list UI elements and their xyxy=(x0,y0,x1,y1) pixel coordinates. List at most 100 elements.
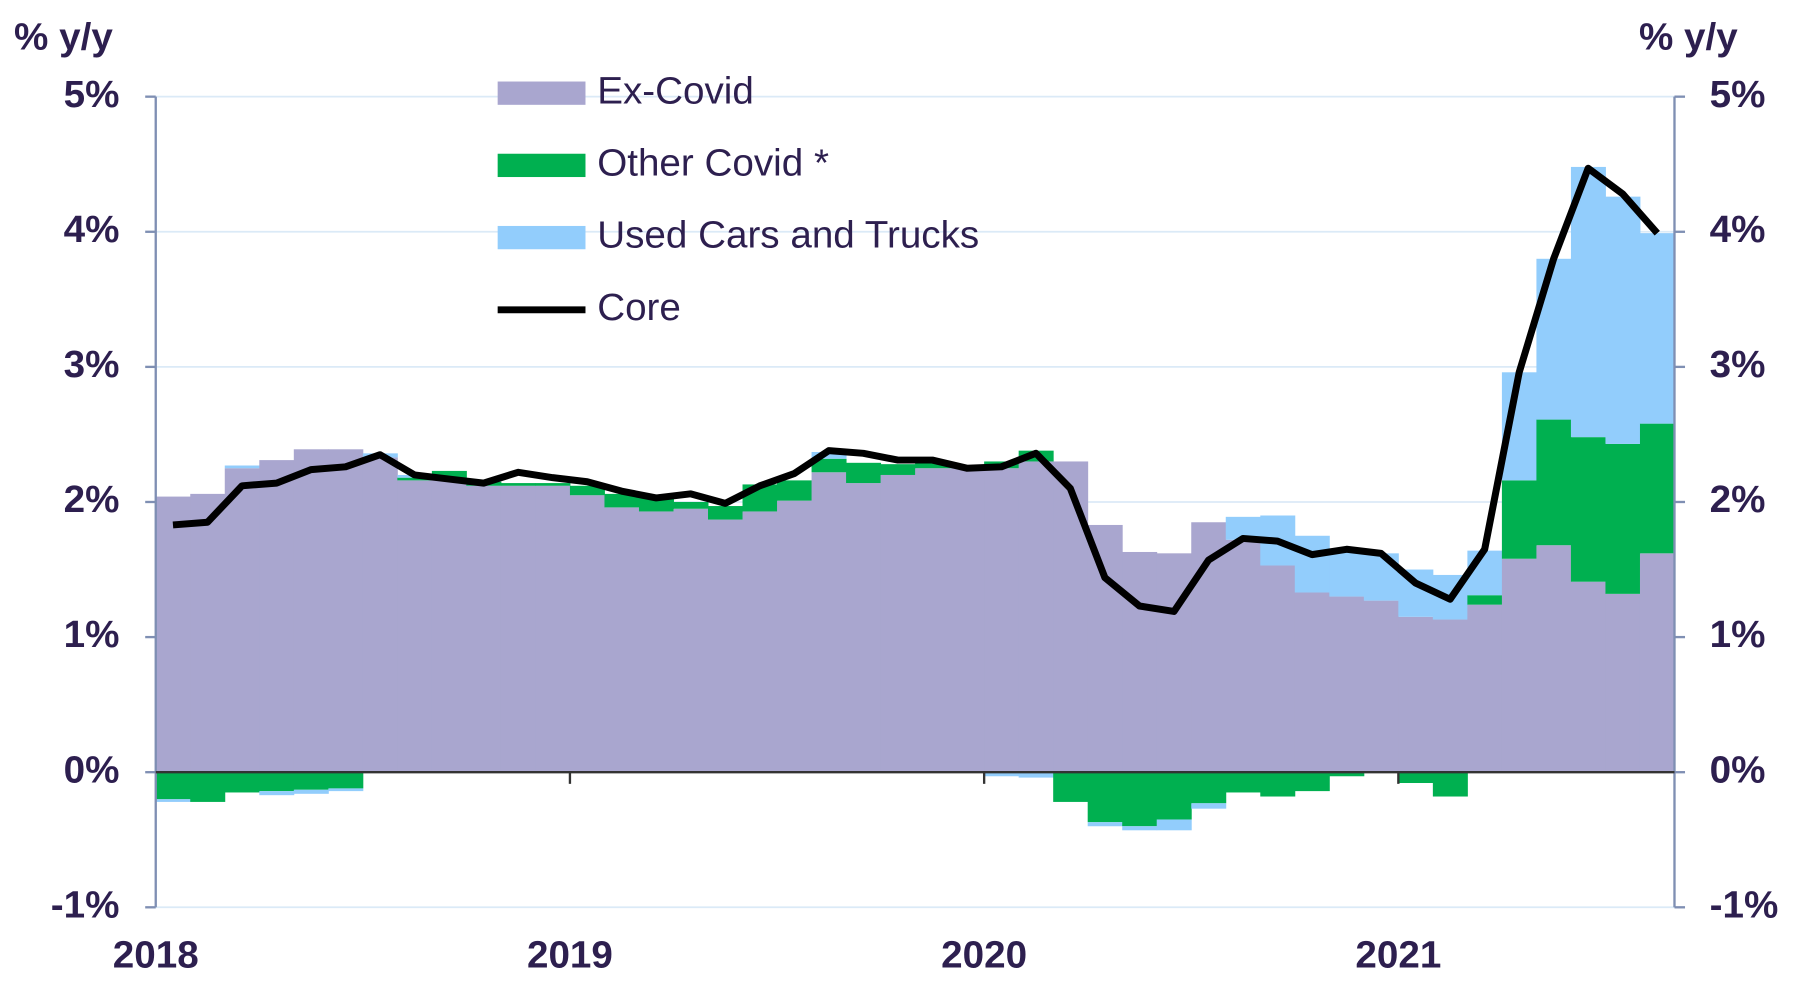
y2-tick-label: 1% xyxy=(1710,613,1766,656)
bar xyxy=(880,474,916,773)
bar xyxy=(397,480,433,773)
legend-swatch xyxy=(497,153,586,178)
bars xyxy=(155,166,1675,831)
bar xyxy=(1191,803,1227,809)
lines xyxy=(172,164,1660,615)
bar xyxy=(1053,461,1089,773)
bar xyxy=(1225,516,1261,540)
bar xyxy=(500,483,536,486)
y2-tick-label: 0% xyxy=(1710,748,1766,791)
bar xyxy=(1053,772,1089,802)
bar xyxy=(259,772,295,792)
bar xyxy=(500,485,536,773)
bar xyxy=(431,477,467,773)
bar xyxy=(777,500,813,773)
bar xyxy=(915,462,951,469)
bar xyxy=(846,462,882,484)
legend-label: Used Cars and Trucks xyxy=(597,214,979,257)
bar xyxy=(1501,480,1537,559)
y-tick-label: 4% xyxy=(64,208,120,251)
bar xyxy=(1018,461,1054,773)
bar xyxy=(259,460,295,773)
bar xyxy=(1398,616,1434,773)
bar xyxy=(673,501,709,509)
bar xyxy=(224,772,260,793)
bar xyxy=(1329,596,1365,773)
bar xyxy=(811,458,847,473)
bar xyxy=(1087,772,1123,823)
bar xyxy=(431,470,467,478)
bar xyxy=(1501,558,1537,773)
bar xyxy=(1605,196,1641,444)
bar xyxy=(1329,772,1365,777)
bar xyxy=(190,772,226,802)
bar xyxy=(1018,772,1054,778)
bar xyxy=(1122,772,1158,827)
bar xyxy=(1260,565,1296,773)
bar xyxy=(1087,822,1123,827)
bar xyxy=(1467,550,1503,596)
bar xyxy=(811,472,847,773)
legend-swatch xyxy=(497,225,586,250)
bar xyxy=(777,480,813,501)
bar xyxy=(155,799,191,802)
bar xyxy=(1570,437,1606,582)
bar xyxy=(535,483,571,486)
x-tick-label: 2018 xyxy=(113,934,199,977)
bar xyxy=(984,468,1020,773)
bar xyxy=(811,451,847,459)
bar xyxy=(638,497,674,512)
bar xyxy=(1536,419,1572,546)
legend-label: Ex-Covid xyxy=(597,69,754,112)
bar xyxy=(328,449,364,773)
bar xyxy=(1191,772,1227,804)
y-tick-label: 2% xyxy=(64,478,120,521)
bar xyxy=(1467,604,1503,773)
bar xyxy=(1329,549,1365,597)
y2-tick-label: 4% xyxy=(1710,208,1766,251)
bar xyxy=(1122,826,1158,831)
bar xyxy=(224,468,260,773)
x-tick-label: 2020 xyxy=(941,934,1027,977)
bar xyxy=(638,511,674,773)
bar xyxy=(1536,258,1572,420)
bar xyxy=(328,772,364,789)
y2-tick-label: -1% xyxy=(1710,884,1779,927)
bar xyxy=(293,789,329,794)
bar xyxy=(1467,595,1503,605)
bar xyxy=(535,485,571,773)
y-tick-label: 1% xyxy=(64,613,120,656)
bar xyxy=(293,449,329,773)
bar xyxy=(1260,772,1296,797)
y2-tick-label: 2% xyxy=(1710,478,1766,521)
bar xyxy=(1536,545,1572,773)
bar xyxy=(1570,581,1606,773)
y-axis-title: % y/y xyxy=(14,16,113,59)
bar xyxy=(1363,600,1399,773)
bar xyxy=(1605,593,1641,773)
bar xyxy=(1639,233,1675,424)
bar xyxy=(569,495,605,773)
bar xyxy=(1225,539,1261,773)
bar xyxy=(155,772,191,800)
bar xyxy=(708,519,743,773)
bar xyxy=(224,465,260,469)
bar xyxy=(1087,524,1123,773)
bar xyxy=(604,493,640,508)
y2-tick-label: 5% xyxy=(1710,73,1766,116)
bar xyxy=(466,485,502,773)
bar xyxy=(397,477,433,481)
legend-label: Core xyxy=(597,286,681,329)
bar xyxy=(673,508,709,773)
bar xyxy=(915,468,951,773)
bar xyxy=(1639,423,1675,554)
y-tick-label: 3% xyxy=(64,343,120,386)
bar xyxy=(1156,553,1192,773)
bar xyxy=(328,788,364,792)
bar xyxy=(1605,443,1641,594)
bar xyxy=(362,457,398,773)
bar xyxy=(1294,535,1330,593)
bar xyxy=(1432,772,1468,797)
x-tick-label: 2021 xyxy=(1355,934,1441,977)
